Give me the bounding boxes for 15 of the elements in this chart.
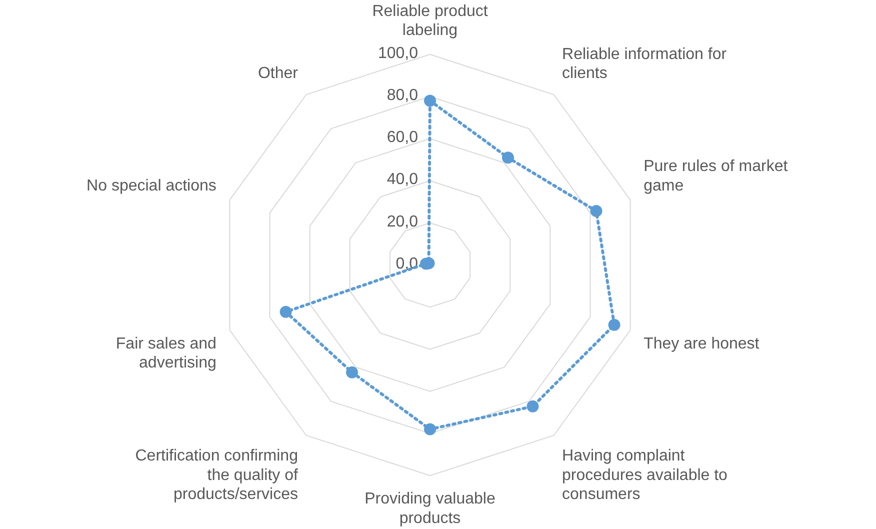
- y-tick-label: 40,0: [386, 171, 418, 188]
- y-tick-label: 60,0: [386, 129, 418, 146]
- y-tick-label: 100,0: [378, 44, 418, 62]
- spoke-label: Having complaint procedures available to consumers: [562, 448, 728, 504]
- spoke-label: No special actions: [86, 177, 216, 194]
- spoke-label: Reliable product labeling: [372, 3, 488, 40]
- spoke-label: Pure rules of market game: [644, 158, 788, 194]
- spoke-label: Certification confirming the quality of products/services: [135, 448, 299, 504]
- spoke-label: They are honest: [644, 335, 760, 352]
- spoke-label: Providing valuable products: [364, 490, 496, 527]
- y-tick-label: 20,0: [386, 213, 418, 230]
- spoke-label: Reliable information for clients: [562, 46, 728, 82]
- y-tick-label: 80,0: [386, 86, 418, 104]
- spoke-label: Fair sales and advertising: [116, 335, 216, 372]
- spoke-label: Other: [258, 65, 299, 82]
